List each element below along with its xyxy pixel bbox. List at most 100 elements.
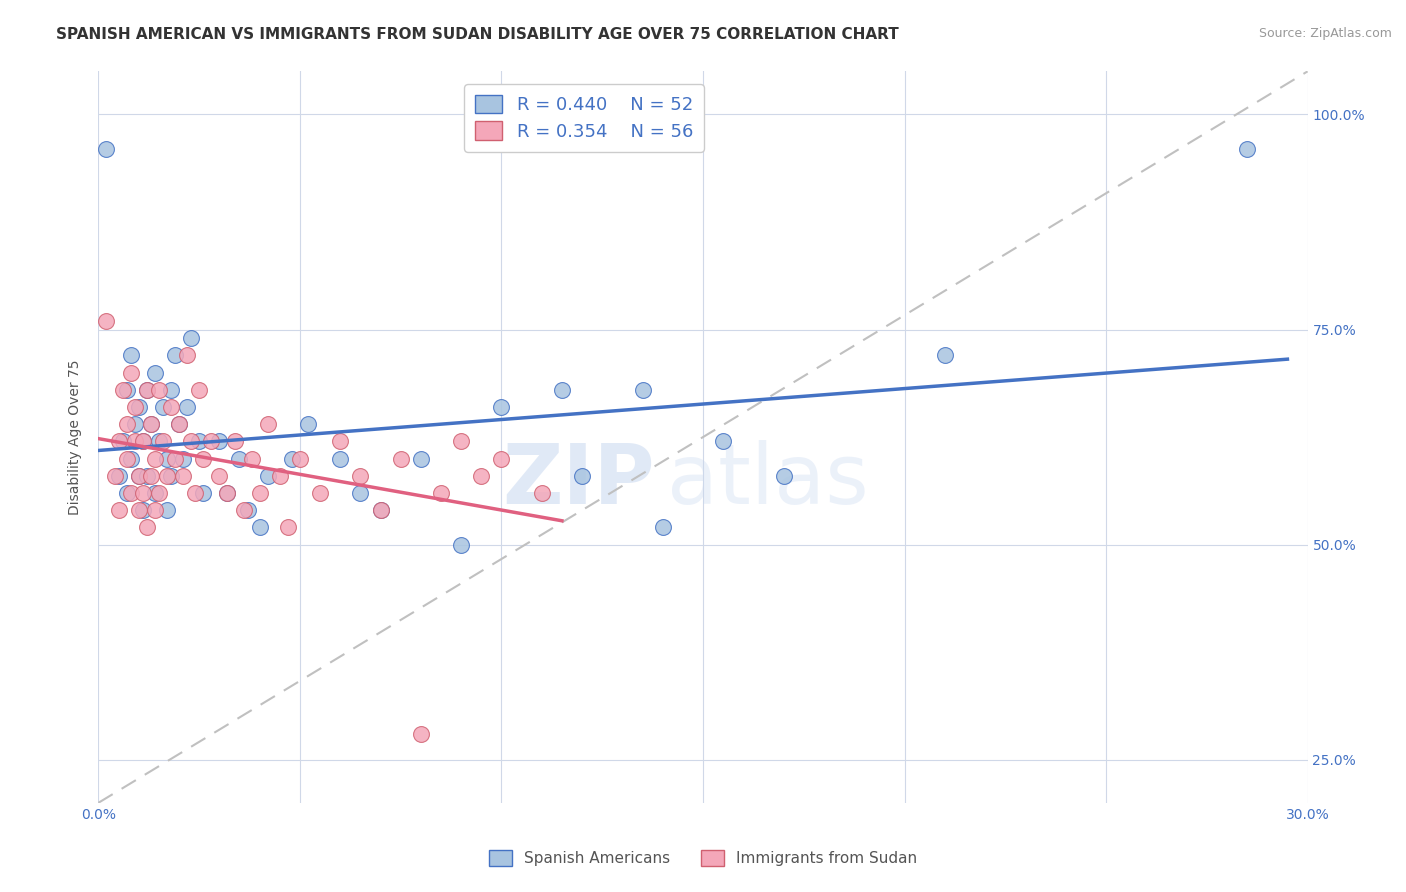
Point	[115, 486, 138, 500]
Point	[160, 383, 183, 397]
Point	[409, 727, 432, 741]
Point	[124, 400, 146, 414]
Point	[143, 366, 166, 380]
Point	[217, 486, 239, 500]
Point	[281, 451, 304, 466]
Point	[111, 383, 134, 397]
Point	[409, 451, 432, 466]
Point	[163, 451, 186, 466]
Point	[772, 468, 794, 483]
Point	[188, 434, 211, 449]
Point	[128, 468, 150, 483]
Point	[193, 451, 215, 466]
Point	[143, 486, 166, 500]
Point	[132, 434, 155, 449]
Point	[180, 434, 202, 449]
Point	[135, 383, 157, 397]
Point	[124, 417, 146, 432]
Point	[103, 468, 125, 483]
Point	[156, 451, 179, 466]
Point	[120, 451, 142, 466]
Point	[249, 520, 271, 534]
Text: SPANISH AMERICAN VS IMMIGRANTS FROM SUDAN DISABILITY AGE OVER 75 CORRELATION CHA: SPANISH AMERICAN VS IMMIGRANTS FROM SUDA…	[56, 27, 898, 42]
Point	[107, 503, 129, 517]
Point	[115, 417, 138, 432]
Point	[651, 520, 673, 534]
Point	[370, 503, 392, 517]
Point	[148, 434, 170, 449]
Point	[711, 434, 734, 449]
Point	[256, 468, 278, 483]
Point	[208, 434, 231, 449]
Point	[128, 400, 150, 414]
Point	[430, 486, 453, 500]
Point	[224, 434, 246, 449]
Point	[128, 468, 150, 483]
Point	[450, 434, 472, 449]
Point	[115, 383, 138, 397]
Point	[176, 400, 198, 414]
Point	[132, 486, 155, 500]
Point	[491, 451, 513, 466]
Text: Source: ZipAtlas.com: Source: ZipAtlas.com	[1258, 27, 1392, 40]
Text: atlas: atlas	[666, 441, 869, 522]
Point	[148, 383, 170, 397]
Point	[120, 366, 142, 380]
Point	[96, 142, 118, 156]
Y-axis label: Disability Age Over 75: Disability Age Over 75	[69, 359, 83, 515]
Point	[132, 434, 155, 449]
Point	[111, 434, 134, 449]
Point	[143, 503, 166, 517]
Point	[934, 348, 956, 362]
Point	[530, 486, 553, 500]
Point	[139, 468, 162, 483]
Point	[132, 503, 155, 517]
Point	[115, 451, 138, 466]
Point	[297, 417, 319, 432]
Point	[152, 434, 174, 449]
Point	[172, 451, 194, 466]
Point	[167, 417, 190, 432]
Point	[249, 486, 271, 500]
Point	[139, 417, 162, 432]
Point	[167, 417, 190, 432]
Point	[277, 520, 299, 534]
Point	[349, 468, 371, 483]
Point	[139, 417, 162, 432]
Point	[389, 451, 412, 466]
Point	[107, 434, 129, 449]
Point	[135, 468, 157, 483]
Point	[329, 451, 352, 466]
Point	[120, 486, 142, 500]
Point	[309, 486, 332, 500]
Point	[143, 451, 166, 466]
Point	[208, 468, 231, 483]
Point	[156, 468, 179, 483]
Point	[160, 400, 183, 414]
Point	[200, 434, 222, 449]
Point	[1236, 142, 1258, 156]
Point	[236, 503, 259, 517]
Point	[349, 486, 371, 500]
Point	[256, 417, 278, 432]
Point	[631, 383, 654, 397]
Point	[240, 451, 263, 466]
Point	[193, 486, 215, 500]
Legend: R = 0.440    N = 52, R = 0.354    N = 56: R = 0.440 N = 52, R = 0.354 N = 56	[464, 84, 704, 152]
Point	[288, 451, 311, 466]
Point	[184, 486, 207, 500]
Point	[571, 468, 593, 483]
Point	[152, 400, 174, 414]
Point	[217, 486, 239, 500]
Point	[128, 503, 150, 517]
Point	[135, 520, 157, 534]
Point	[180, 331, 202, 345]
Point	[176, 348, 198, 362]
Point	[172, 468, 194, 483]
Point	[551, 383, 574, 397]
Point	[491, 400, 513, 414]
Point	[470, 468, 492, 483]
Point	[269, 468, 291, 483]
Text: ZIP: ZIP	[502, 441, 655, 522]
Point	[232, 503, 254, 517]
